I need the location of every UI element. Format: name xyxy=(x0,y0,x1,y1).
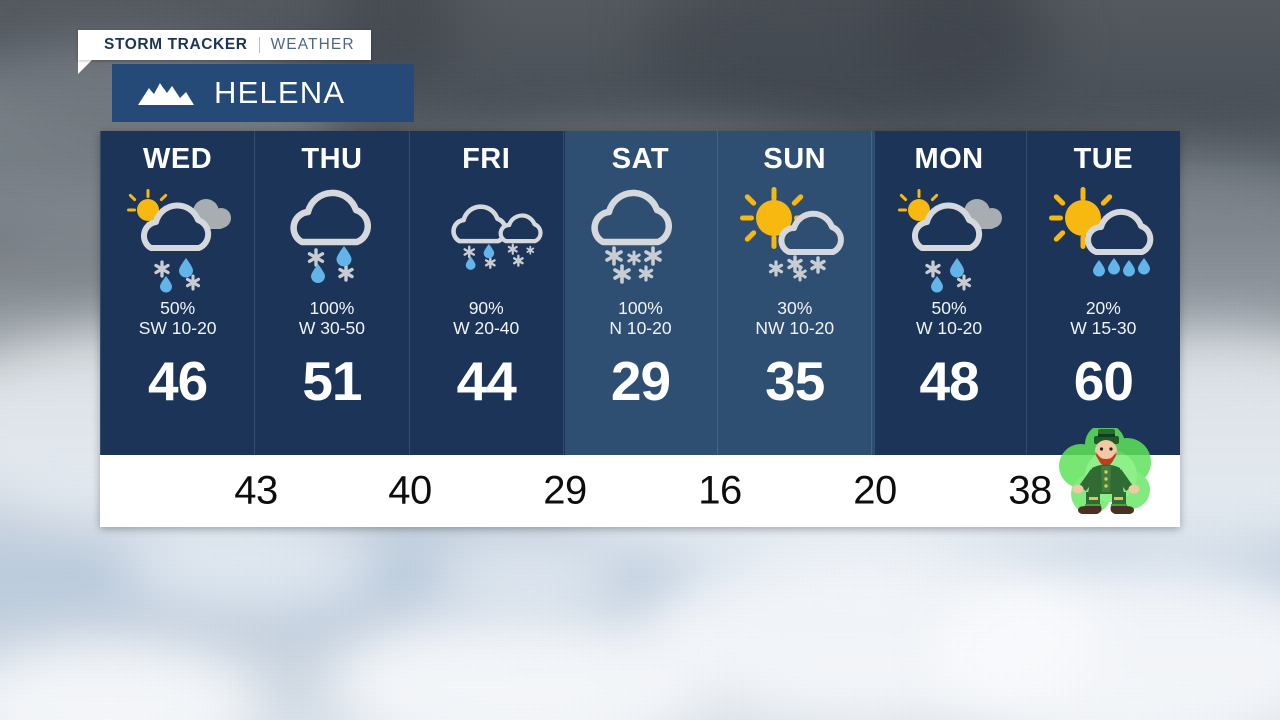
precip-probability: 20% xyxy=(1085,298,1121,318)
mountain-icon xyxy=(136,74,196,113)
forecast-day-mon[interactable]: MON xyxy=(871,131,1025,455)
cloud-shape xyxy=(120,520,380,610)
forecast-day-tue[interactable]: TUE xyxy=(1025,131,1180,455)
wind-forecast: W 30-50 xyxy=(298,318,365,339)
wind-forecast: W 20-40 xyxy=(453,318,520,339)
location-bar: HELENA xyxy=(112,64,414,122)
seven-day-forecast-panel: WED xyxy=(100,131,1180,527)
precip-probability: 50% xyxy=(931,298,967,318)
city-name: HELENA xyxy=(214,75,346,110)
day-name: SUN xyxy=(763,143,827,175)
low-temperature: 16 xyxy=(698,468,742,513)
cloud-shape xyxy=(330,610,710,720)
day-name: TUE xyxy=(1073,143,1134,175)
high-temperature: 44 xyxy=(456,350,517,412)
precip-probability: 100% xyxy=(618,298,663,318)
wind-forecast: W 15-30 xyxy=(1070,318,1137,339)
sun-cloud-graycloud-rain-snow-icon xyxy=(101,180,254,298)
high-temperature: 35 xyxy=(765,350,825,412)
low-temperature: 43 xyxy=(234,468,278,513)
precip-probability: 50% xyxy=(160,298,196,318)
low-temperature: 20 xyxy=(853,468,897,513)
precip-probability: 30% xyxy=(777,298,813,318)
sun-cloud-graycloud-rain-snow-icon xyxy=(872,180,1025,298)
forecast-day-thu[interactable]: THU 100% W 30-50 51 xyxy=(254,131,408,455)
high-temperature: 29 xyxy=(610,350,671,412)
high-temperature: 51 xyxy=(302,350,362,412)
low-temperature: 40 xyxy=(388,468,432,513)
brand-banner-tail xyxy=(78,60,92,74)
day-name: WED xyxy=(143,143,213,175)
low-temperature: 29 xyxy=(543,468,587,513)
cloud-shape xyxy=(430,540,630,610)
overnight-low-row: 43 40 29 16 20 38 xyxy=(100,455,1180,527)
cloud-rain-snow-plus-snow-cloud-icon xyxy=(410,180,563,298)
low-temperature: 38 xyxy=(1008,468,1052,513)
storm-cloud-shape xyxy=(640,0,1060,130)
brand-secondary-label: WEATHER xyxy=(270,36,355,53)
precip-probability: 100% xyxy=(309,298,355,318)
day-name: THU xyxy=(301,143,363,175)
wind-forecast: SW 10-20 xyxy=(138,318,217,339)
high-temperature: 60 xyxy=(1073,350,1134,412)
brand-divider xyxy=(258,37,260,53)
sun-cloud-rain-icon xyxy=(1027,180,1180,298)
high-temperature: 46 xyxy=(148,350,208,412)
brand-banner: STORM TRACKER WEATHER xyxy=(78,30,371,60)
day-name: MON xyxy=(914,143,984,175)
forecast-day-row: WED xyxy=(100,131,1180,455)
day-name: FRI xyxy=(462,143,511,175)
cloud-rain-snow-icon xyxy=(255,180,408,298)
precip-probability: 90% xyxy=(468,298,504,318)
forecast-day-fri[interactable]: FRI xyxy=(408,131,563,455)
high-temperature: 48 xyxy=(919,350,979,412)
forecast-day-wed[interactable]: WED xyxy=(100,131,254,455)
wind-forecast: W 10-20 xyxy=(915,318,983,339)
forecast-day-sun[interactable]: SUN xyxy=(717,131,871,455)
sun-cloud-snow-icon xyxy=(718,180,871,298)
brand-primary-label: STORM TRACKER xyxy=(104,36,248,53)
forecast-day-sat[interactable]: SAT 100% N 10-20 29 xyxy=(562,131,717,455)
wind-forecast: NW 10-20 xyxy=(755,318,835,339)
wind-forecast: N 10-20 xyxy=(609,318,672,339)
cloud-snow-icon xyxy=(564,180,717,298)
leprechaun-shamrock-icon xyxy=(1045,424,1165,528)
day-name: SAT xyxy=(611,143,670,175)
